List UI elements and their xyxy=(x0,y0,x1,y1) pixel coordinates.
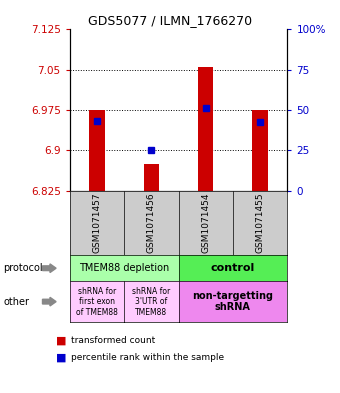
Text: GDS5077 / ILMN_1766270: GDS5077 / ILMN_1766270 xyxy=(88,14,252,27)
Text: GSM1071456: GSM1071456 xyxy=(147,193,156,253)
Text: shRNA for
3'UTR of
TMEM88: shRNA for 3'UTR of TMEM88 xyxy=(132,287,170,316)
Text: percentile rank within the sample: percentile rank within the sample xyxy=(71,353,224,362)
Text: ■: ■ xyxy=(56,353,67,362)
Text: control: control xyxy=(211,263,255,273)
Text: protocol: protocol xyxy=(3,263,43,273)
Bar xyxy=(198,67,213,191)
Text: transformed count: transformed count xyxy=(71,336,156,345)
Text: ■: ■ xyxy=(56,336,67,346)
Text: shRNA for
first exon
of TMEM88: shRNA for first exon of TMEM88 xyxy=(76,287,118,316)
Bar xyxy=(253,110,268,191)
Text: TMEM88 depletion: TMEM88 depletion xyxy=(79,263,169,273)
Bar xyxy=(144,164,159,191)
Text: GSM1071455: GSM1071455 xyxy=(256,193,265,253)
Text: other: other xyxy=(3,297,29,307)
Text: GSM1071454: GSM1071454 xyxy=(201,193,210,253)
Text: GSM1071457: GSM1071457 xyxy=(92,193,101,253)
Text: non-targetting
shRNA: non-targetting shRNA xyxy=(192,291,273,312)
Bar xyxy=(89,110,104,191)
